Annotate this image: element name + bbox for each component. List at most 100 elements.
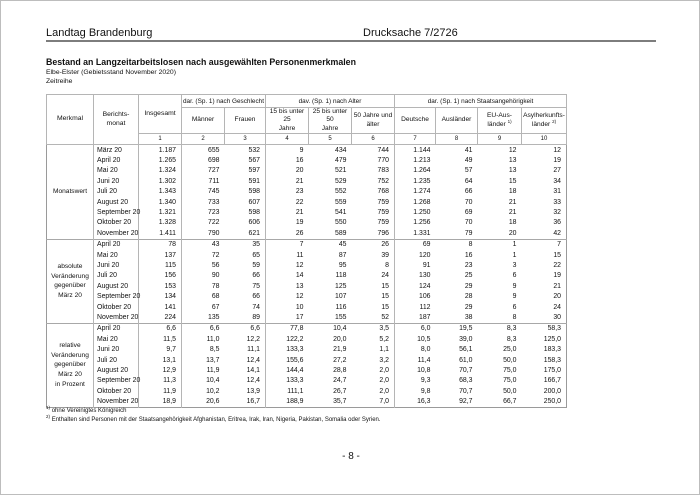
value-cell: 166,7: [543, 377, 562, 385]
value-cell: 14: [265, 270, 309, 282]
value-cell: 50,0: [503, 356, 517, 364]
table-section-0: Monatswert März 20 1.187 655 532 9 434 744 1.144…: [46, 144, 567, 240]
value-cell: 12,4: [246, 356, 260, 364]
group-header-row: Merkmal Berichts- monat Insgesamt dar. (…: [46, 94, 568, 145]
value-cell: 10,4: [181, 375, 225, 386]
value-cell: 107: [335, 293, 347, 301]
value-cell: 727: [181, 165, 225, 177]
value-cell: 67: [181, 301, 225, 313]
value-cell: 6,6: [250, 325, 260, 333]
month-cell: Oktober 20: [93, 301, 139, 313]
value-cell: 19: [553, 272, 562, 280]
value-cell: 2,0: [379, 387, 389, 395]
value-cell: 25: [464, 272, 473, 280]
value-cell: 5,2: [379, 335, 389, 343]
value-cell: 43: [181, 239, 225, 250]
value-cell: 20: [265, 165, 309, 177]
value-cell: 6,6: [138, 323, 182, 335]
value-cell: 9: [265, 144, 309, 156]
group-header-staatsangehoerigkeit: dar. (Sp. 1) nach Staatsangehörigkeit: [393, 94, 568, 108]
value-cell: 188,9: [265, 396, 309, 408]
column-header-alter-15-bis-25: 15 bis unter 25 Jahre: [265, 107, 309, 134]
value-cell: 723: [181, 207, 225, 218]
value-cell: 124: [394, 281, 436, 292]
month-cell: Mai 20: [93, 249, 139, 261]
footnote-2: 2) Enthalten sind Personen mit der Staat…: [46, 414, 381, 423]
month-cell: August 20: [93, 281, 139, 292]
value-cell: 1.187: [138, 144, 182, 156]
value-cell: 18: [508, 219, 517, 227]
section-label: Monatswert: [46, 144, 94, 240]
value-cell: 698: [181, 155, 225, 166]
value-cell: 9,8: [394, 385, 436, 397]
value-cell: 224: [138, 312, 182, 324]
value-cell: 23: [464, 261, 473, 269]
table-row: Mai 20 137 72 65 11 87 39 120 16 1 15: [47, 249, 567, 261]
table-row: Mai 20 1.324 727 597 20 521 783 1.264 57 13 27: [47, 165, 567, 177]
table-row: August 20 12,9 11,9 14,1 144,4 28,8 2,0 10,8 70,…: [47, 365, 567, 376]
value-cell: 27,2: [333, 356, 347, 364]
value-cell: 1: [512, 241, 517, 249]
value-cell: 8: [468, 241, 473, 249]
value-cell: 144,4: [265, 365, 309, 376]
value-cell: 116: [335, 303, 347, 311]
value-cell: 120: [394, 249, 436, 261]
month-cell: Juli 20: [93, 354, 139, 366]
value-cell: 24: [553, 303, 562, 311]
value-cell: 56: [181, 260, 225, 271]
value-cell: 532: [248, 146, 261, 154]
value-cell: 6: [512, 303, 517, 311]
value-cell: 1.250: [394, 207, 436, 218]
table-row: November 20 18,9 20,6 16,7 188,9 35,7 7,0 16,3 9…: [47, 396, 567, 408]
value-cell: 752: [377, 177, 390, 185]
footnote-1: 1) ohne Vereinigtes Königreich: [46, 405, 126, 414]
value-cell: 783: [377, 167, 390, 175]
value-cell: 19: [553, 157, 562, 165]
value-cell: 745: [181, 186, 225, 197]
value-cell: 41: [464, 146, 473, 154]
value-cell: 38: [464, 313, 473, 321]
value-cell: 16: [265, 155, 309, 166]
value-cell: 18: [508, 188, 517, 196]
value-cell: 759: [377, 198, 390, 206]
value-cell: 33: [553, 198, 562, 206]
footnote-marker: 2): [552, 118, 557, 124]
month-cell: Oktober 20: [93, 385, 139, 397]
value-cell: 69: [464, 209, 473, 217]
value-cell: 11,0: [181, 334, 225, 345]
value-cell: 250,0: [543, 398, 562, 406]
month-cell: August 20: [93, 365, 139, 376]
group-header-alter: dav. (Sp. 1) nach Alter: [265, 94, 395, 108]
value-cell: 45: [338, 241, 347, 249]
section-label: absolute Veränderung gegenüber März 20: [46, 239, 94, 324]
value-cell: 14,1: [246, 366, 260, 374]
value-cell: 106: [394, 291, 436, 302]
month-cell: Mai 20: [93, 334, 139, 345]
table-row: relative Veränderung gegenüber März 20 i…: [46, 323, 567, 408]
value-cell: 70,7: [459, 366, 473, 374]
column-number: 4: [265, 133, 309, 145]
footnote-2-text: Enthalten sind Personen mit der Staatsan…: [51, 417, 381, 423]
footnote-1-marker: 1): [46, 405, 51, 410]
month-cell: März 20: [93, 144, 139, 156]
value-cell: 75,0: [503, 377, 517, 385]
corner-merkmal: Merkmal: [46, 94, 94, 145]
value-cell: 10: [265, 301, 309, 313]
value-cell: 3,2: [379, 356, 389, 364]
value-cell: 28: [464, 293, 473, 301]
statistics-table: Merkmal Berichts- monat Insgesamt dar. (…: [46, 94, 568, 408]
value-cell: 1.324: [138, 165, 182, 177]
month-cell: August 20: [93, 196, 139, 208]
value-cell: 768: [377, 188, 390, 196]
value-cell: 49: [464, 157, 473, 165]
value-cell: 18,9: [138, 396, 182, 408]
value-cell: 15: [381, 303, 389, 311]
value-cell: 21: [553, 282, 562, 290]
column-header-deutsche: Deutsche: [394, 107, 436, 134]
month-cell: November 20: [93, 228, 139, 240]
table-row: September 20 11,3 10,4 12,4 133,3 24,7 2,0 9,3 6…: [47, 375, 567, 386]
value-cell: 541: [335, 209, 347, 217]
value-cell: 10,4: [333, 325, 347, 333]
table-row: Oktober 20 141 67 74 10 116 15 112 29 6 24: [47, 301, 567, 313]
column-header-auslaender: Ausländer: [435, 107, 478, 134]
